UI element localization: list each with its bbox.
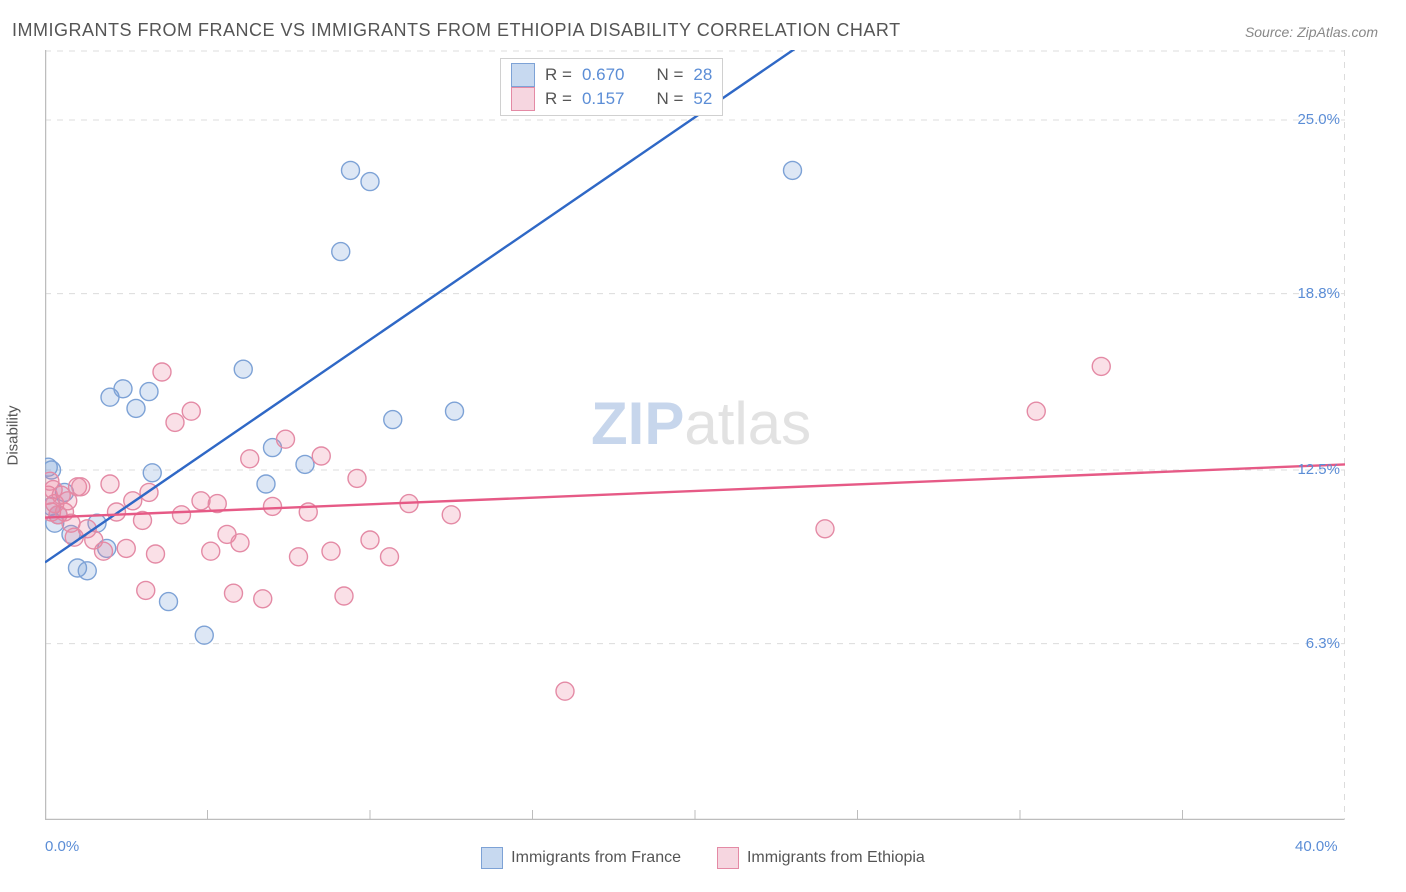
y-axis-label-container: Disability — [0, 50, 25, 820]
chart-container: IMMIGRANTS FROM FRANCE VS IMMIGRANTS FRO… — [0, 0, 1406, 892]
legend-swatch-icon — [717, 847, 739, 869]
stat-n-value: 52 — [693, 89, 712, 109]
legend-item: Immigrants from Ethiopia — [717, 847, 925, 869]
scatter-plot-svg — [45, 50, 1345, 820]
legend-series-label: Immigrants from France — [511, 849, 681, 867]
legend-series-label: Immigrants from Ethiopia — [747, 849, 925, 867]
legend-swatch-icon — [511, 63, 535, 87]
y-tick-label: 18.8% — [1285, 285, 1340, 302]
stat-n-label: N = — [656, 89, 683, 109]
stat-r-value: 0.157 — [582, 89, 625, 109]
statistics-legend-box: R = 0.670 N = 28 R = 0.157 N = 52 — [500, 58, 723, 116]
stat-n-value: 28 — [693, 65, 712, 85]
y-axis-label: Disability — [4, 405, 21, 465]
y-tick-label: 12.5% — [1285, 461, 1340, 478]
stat-r-value: 0.670 — [582, 65, 625, 85]
stat-n-label: N = — [656, 65, 683, 85]
stat-r-label: R = — [545, 65, 572, 85]
legend-swatch-icon — [481, 847, 503, 869]
stat-legend-row: R = 0.670 N = 28 — [511, 63, 712, 87]
series-legend: Immigrants from France Immigrants from Et… — [0, 847, 1406, 874]
legend-swatch-icon — [511, 87, 535, 111]
stat-r-label: R = — [545, 89, 572, 109]
chart-title: IMMIGRANTS FROM FRANCE VS IMMIGRANTS FRO… — [12, 20, 901, 41]
stat-legend-row: R = 0.157 N = 52 — [511, 87, 712, 111]
y-tick-label: 6.3% — [1285, 635, 1340, 652]
source-label: Source: ZipAtlas.com — [1245, 24, 1378, 40]
y-tick-label: 25.0% — [1285, 111, 1340, 128]
legend-item: Immigrants from France — [481, 847, 681, 869]
plot-area: ZIPatlas R = 0.670N = 28R = 0.157N = 52 — [45, 50, 1345, 820]
